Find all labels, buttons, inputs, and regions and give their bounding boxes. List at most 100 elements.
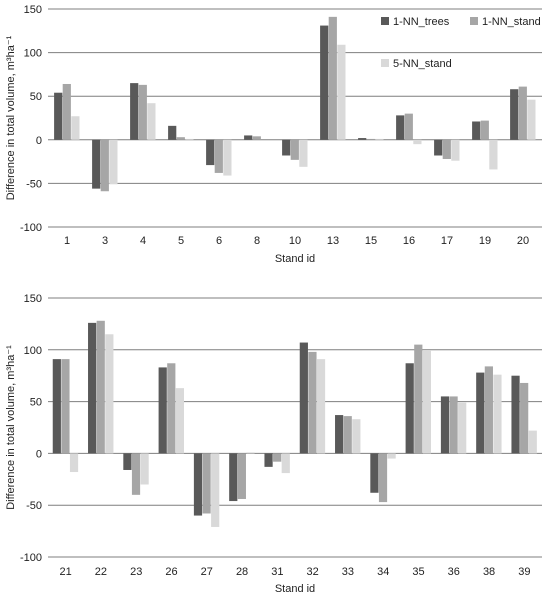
- bar-1-nn-trees-6: [206, 139, 215, 166]
- bar-5-nn-stand-36: [458, 402, 467, 454]
- legend-label-5nn-stand: 5-NN_stand: [393, 58, 452, 70]
- bar-1-nn-trees-1: [54, 92, 63, 140]
- x-tick-label: 3: [102, 235, 108, 247]
- y-tick-label: -50: [26, 500, 42, 512]
- bar-5-nn-stand-20: [527, 99, 536, 140]
- bar-1-nn-stand-10: [290, 139, 299, 160]
- x-axis-title: Stand id: [275, 253, 315, 265]
- bar-1-nn-trees-22: [88, 322, 97, 454]
- x-tick-label: 31: [271, 566, 283, 578]
- bar-1-nn-trees-32: [299, 342, 308, 454]
- bar-1-nn-trees-33: [335, 415, 344, 454]
- bar-1-nn-stand-5: [176, 137, 185, 140]
- x-tick-label: 10: [289, 235, 301, 247]
- x-tick-label: 33: [342, 566, 354, 578]
- bar-1-nn-trees-17: [434, 139, 443, 156]
- bar-5-nn-stand-17: [451, 139, 460, 161]
- bar-5-nn-stand-33: [352, 419, 361, 454]
- bar-5-nn-stand-32: [316, 359, 326, 454]
- x-tick-label: 13: [327, 235, 339, 247]
- y-tick-label: 150: [24, 293, 42, 305]
- x-tick-label: 34: [377, 566, 389, 578]
- bar-5-nn-stand-21: [69, 453, 79, 473]
- y-tick-label: 100: [24, 345, 42, 357]
- bar-1-nn-stand-20: [518, 86, 527, 140]
- bar-1-nn-stand-19: [480, 120, 489, 140]
- bar-1-nn-stand-22: [96, 320, 105, 454]
- x-tick-label: 17: [441, 235, 453, 247]
- x-tick-label: 4: [140, 235, 146, 247]
- bar-1-nn-trees-34: [370, 453, 379, 493]
- bar-5-nn-stand-5: [185, 138, 194, 140]
- bar-5-nn-stand-27: [211, 453, 220, 527]
- y-tick-label: 100: [24, 48, 42, 60]
- x-tick-label: 38: [483, 566, 495, 578]
- x-tick-label: 21: [60, 566, 72, 578]
- x-tick-label: 22: [95, 566, 107, 578]
- bar-1-nn-trees-38: [476, 372, 485, 454]
- bar-5-nn-stand-16: [413, 139, 422, 145]
- bar-1-nn-stand-31: [273, 453, 282, 462]
- bar-1-nn-stand-17: [442, 139, 451, 159]
- bottom-chart: 150 100 50 0 -50 -100 21 22 23 26 27 28 31 32 33 34 35 36…: [5, 293, 542, 595]
- y-tick-label: 50: [30, 91, 42, 103]
- x-tick-label: 20: [517, 235, 529, 247]
- bar-1-nn-stand-16: [404, 113, 413, 140]
- bar-1-nn-stand-21: [61, 359, 70, 454]
- bar-1-nn-trees-4: [130, 83, 139, 140]
- bar-1-nn-stand-33: [343, 416, 352, 454]
- y-tick-label: 150: [24, 4, 42, 16]
- bar-1-nn-stand-32: [308, 351, 317, 454]
- bar-5-nn-stand-22: [105, 334, 114, 454]
- bar-1-nn-trees-13: [320, 25, 329, 140]
- y-tick-label: -100: [20, 552, 42, 564]
- bar-5-nn-stand-26: [175, 388, 184, 454]
- bar-5-nn-stand-28: [246, 452, 255, 454]
- bar-5-nn-stand-15: [375, 138, 384, 140]
- bar-1-nn-stand-8: [252, 136, 261, 140]
- legend-label-1nn-trees: 1-NN_trees: [393, 16, 450, 28]
- bar-5-nn-stand-39: [528, 430, 537, 454]
- legend-swatch-1nn-stand: [470, 17, 478, 25]
- bar-5-nn-stand-13: [337, 44, 346, 140]
- x-tick-label: 19: [479, 235, 491, 247]
- x-tick-label: 6: [216, 235, 222, 247]
- bar-5-nn-stand-3: [109, 139, 118, 185]
- x-tick-label: 32: [307, 566, 319, 578]
- bar-1-nn-trees-31: [264, 453, 273, 467]
- bar-1-nn-stand-23: [131, 453, 141, 495]
- bar-1-nn-trees-10: [282, 139, 291, 156]
- bar-1-nn-stand-13: [328, 16, 337, 140]
- bar-1-nn-trees-39: [511, 375, 520, 454]
- y-axis-title: Difference in total volume, m³ha⁻¹: [5, 35, 17, 200]
- y-tick-label: -100: [20, 222, 42, 234]
- legend-swatch-5nn-stand: [381, 59, 389, 67]
- y-axis-title: Difference in total volume, m³ha⁻¹: [5, 345, 17, 510]
- x-tick-label: 35: [412, 566, 424, 578]
- x-axis-title: Stand id: [275, 583, 315, 595]
- bar-1-nn-stand-28: [237, 453, 246, 499]
- y-tick-label: 0: [36, 135, 42, 147]
- bar-1-nn-trees-27: [193, 453, 203, 516]
- x-tick-label: 27: [201, 566, 213, 578]
- y-tick-label: -50: [26, 178, 42, 190]
- bar-5-nn-stand-4: [147, 103, 156, 140]
- bar-5-nn-stand-34: [387, 453, 396, 459]
- bar-1-nn-stand-38: [484, 366, 493, 454]
- bar-1-nn-trees-20: [510, 89, 519, 140]
- x-tick-label: 1: [64, 235, 70, 247]
- bar-1-nn-trees-36: [440, 396, 450, 454]
- y-tick-label: 50: [30, 397, 42, 409]
- bar-5-nn-stand-35: [422, 350, 431, 454]
- bar-5-nn-stand-31: [281, 453, 290, 474]
- legend-label-1nn-stand: 1-NN_stand: [482, 16, 541, 28]
- x-tick-label: 39: [518, 566, 530, 578]
- bar-1-nn-stand-36: [449, 396, 458, 454]
- bar-1-nn-trees-23: [123, 453, 132, 470]
- y-tick-label: 0: [36, 448, 42, 460]
- x-tick-label: 8: [254, 235, 260, 247]
- legend: 1-NN_trees 1-NN_stand 5-NN_stand: [381, 16, 541, 70]
- x-tick-label: 5: [178, 235, 184, 247]
